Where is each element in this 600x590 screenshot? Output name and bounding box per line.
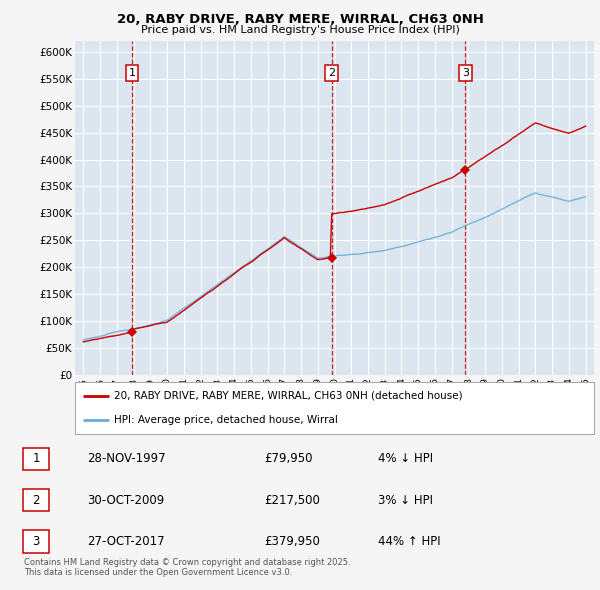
Text: Contains HM Land Registry data © Crown copyright and database right 2025.
This d: Contains HM Land Registry data © Crown c… [24,558,350,577]
Text: 2: 2 [328,68,335,78]
Text: 3: 3 [462,68,469,78]
Text: 30-OCT-2009: 30-OCT-2009 [87,493,164,507]
Text: 3% ↓ HPI: 3% ↓ HPI [378,493,433,507]
Text: £379,950: £379,950 [264,535,320,548]
Text: 4% ↓ HPI: 4% ↓ HPI [378,452,433,466]
Text: 28-NOV-1997: 28-NOV-1997 [87,452,166,466]
Text: HPI: Average price, detached house, Wirral: HPI: Average price, detached house, Wirr… [114,415,338,425]
Text: Price paid vs. HM Land Registry's House Price Index (HPI): Price paid vs. HM Land Registry's House … [140,25,460,35]
Text: 1: 1 [128,68,136,78]
Text: 3: 3 [32,535,40,548]
Text: 20, RABY DRIVE, RABY MERE, WIRRAL, CH63 0NH: 20, RABY DRIVE, RABY MERE, WIRRAL, CH63 … [116,13,484,26]
Text: 20, RABY DRIVE, RABY MERE, WIRRAL, CH63 0NH (detached house): 20, RABY DRIVE, RABY MERE, WIRRAL, CH63 … [114,391,463,401]
Text: £217,500: £217,500 [264,493,320,507]
Text: 27-OCT-2017: 27-OCT-2017 [87,535,164,548]
Text: 1: 1 [32,452,40,466]
Text: 44% ↑ HPI: 44% ↑ HPI [378,535,440,548]
Text: 2: 2 [32,493,40,507]
Text: £79,950: £79,950 [264,452,313,466]
